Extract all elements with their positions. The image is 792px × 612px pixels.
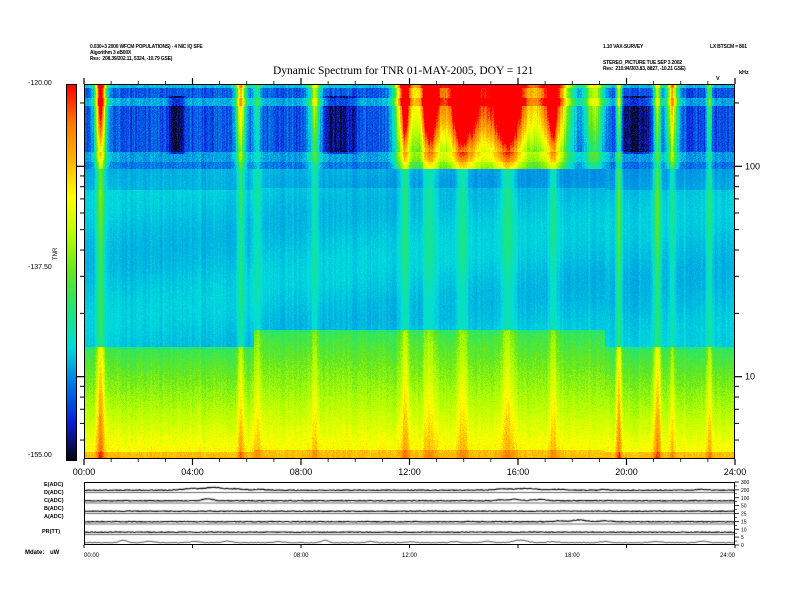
svg-text:100: 100	[745, 161, 760, 171]
svg-text:10: 10	[745, 372, 755, 382]
svg-text:200: 200	[741, 488, 750, 494]
svg-text:16:00: 16:00	[507, 467, 530, 477]
svg-text:100: 100	[741, 496, 750, 502]
svg-text:15: 15	[741, 519, 747, 525]
svg-text:08:00: 08:00	[293, 553, 309, 559]
svg-text:00:00: 00:00	[73, 467, 96, 477]
svg-text:20:00: 20:00	[615, 467, 638, 477]
svg-text:50: 50	[741, 504, 747, 510]
svg-text:0: 0	[741, 543, 744, 549]
svg-text:300: 300	[741, 480, 750, 486]
svg-text:24:00: 24:00	[724, 467, 747, 477]
svg-text:24:00: 24:00	[720, 553, 736, 559]
svg-text:04:00: 04:00	[181, 467, 204, 477]
svg-text:08:00: 08:00	[290, 467, 313, 477]
svg-text:10: 10	[741, 527, 747, 533]
svg-text:12:00: 12:00	[398, 467, 421, 477]
svg-text:00:00: 00:00	[84, 553, 100, 559]
svg-text:25: 25	[741, 512, 747, 518]
svg-text:12:00: 12:00	[402, 553, 418, 559]
svg-text:5: 5	[741, 535, 744, 541]
svg-text:18:00: 18:00	[565, 553, 581, 559]
